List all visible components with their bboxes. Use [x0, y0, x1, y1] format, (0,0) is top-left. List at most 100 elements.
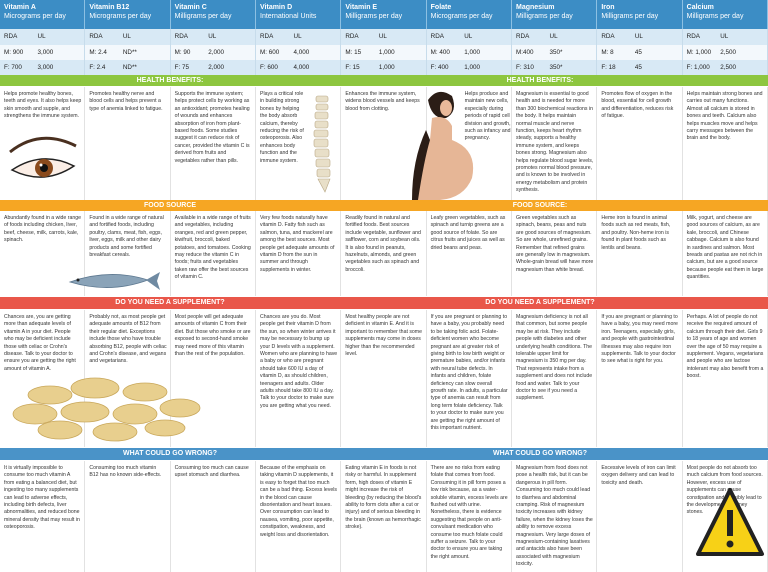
ul-value: 3,000: [37, 49, 54, 56]
column-title: Vitamin D: [260, 4, 293, 11]
rda-value: M: 600: [260, 49, 280, 56]
column-unit: Milligrams per day: [686, 13, 744, 20]
benefits-text: Supports the immune system; helps protec…: [174, 91, 250, 164]
cell: [85, 461, 171, 572]
section-title: HEALTH BENEFITS:: [136, 77, 204, 84]
food-text: Abundantly found in a wide range of food…: [4, 215, 82, 244]
value-row: RDA UL: [512, 29, 598, 45]
section-title: WHAT COULD GO WRONG?: [493, 450, 587, 457]
food-text: Available in a wide range of fruits and …: [174, 215, 251, 281]
ul-value: 2,500: [720, 64, 736, 71]
column-header: Iron Milligrams per day: [597, 0, 683, 29]
rda-value: F: 600: [260, 64, 278, 71]
section-title: FOOD SOURCE: [143, 202, 197, 209]
cell: [171, 310, 256, 447]
value-row: F: 18 45: [597, 60, 683, 75]
rda-value: F: 310: [516, 64, 534, 71]
ul-value: 350*: [549, 49, 563, 56]
ul-value: UL: [720, 33, 729, 40]
rda-value: RDA: [601, 33, 615, 40]
rda-value: F: 400: [430, 64, 449, 71]
benefits-text: Magnesium is essential to good health an…: [516, 91, 594, 194]
ul-value: 4,000: [293, 49, 310, 56]
cell: [171, 87, 256, 200]
supplement-text: If you are pregnant or planning to have …: [430, 314, 508, 432]
benefits-text: Helps produce and maintain new cells, es…: [464, 91, 511, 142]
column-header: Vitamin C Milligrams per day: [170, 0, 256, 29]
ul-value: 1,000: [464, 64, 480, 71]
cell: [427, 211, 512, 296]
supplement-text: Chances are you do. Most people get thei…: [260, 314, 338, 409]
rda-value: M: 900: [4, 49, 24, 56]
column-title: Vitamin A: [4, 4, 36, 11]
column-header: Vitamin E Milligrams per day: [341, 0, 427, 29]
value-row: M: 90 2,000: [170, 45, 256, 61]
value-row: F: 700 3,000: [0, 60, 86, 75]
rda-value: M: 90: [174, 49, 191, 56]
value-row: RDA UL: [682, 29, 768, 45]
rda-value: RDA: [430, 33, 444, 40]
ul-value: UL: [208, 33, 217, 40]
column-unit: Milligrams per day: [601, 13, 659, 20]
cell: [683, 461, 768, 572]
column-unit: International Units: [260, 13, 317, 20]
ul-value: UL: [634, 33, 643, 40]
rda-value: RDA: [260, 33, 274, 40]
cell: [256, 310, 342, 447]
cell: [256, 211, 342, 296]
wrong-text: It is virtually impossible to consume to…: [4, 465, 80, 531]
value-row: M:400 350*: [512, 45, 598, 61]
cell: [512, 310, 598, 447]
cell: [512, 461, 598, 572]
column-header: Magnesium Milligrams per day: [512, 0, 598, 29]
value-row: RDA UL: [256, 29, 342, 45]
wrong-text: Consuming too much vitamin B12 has no kn…: [89, 465, 162, 479]
benefits-text: Plays a critical role in building strong…: [260, 91, 304, 164]
column-unit: Milligrams per day: [345, 13, 403, 20]
value-row: RDA UL: [170, 29, 256, 45]
section-title: DO YOU NEED A SUPPLEMENT?: [115, 299, 225, 306]
cell: [597, 461, 683, 572]
food-text: Heme iron is found in animal foods such …: [601, 215, 671, 251]
ul-value: UL: [464, 33, 473, 40]
cell: [85, 211, 171, 296]
ul-value: 45: [634, 49, 642, 56]
ul-value: 1,000: [378, 49, 395, 56]
rda-value: RDA: [686, 33, 700, 40]
rda-value: M: 15: [345, 49, 362, 56]
cell: [0, 87, 86, 200]
value-row: RDA UL: [0, 29, 86, 45]
wrong-text: Eating vitamin E in foods is not risky o…: [345, 465, 422, 531]
column-header: Vitamin A Micrograms per day: [0, 0, 86, 29]
column-header: Vitamin D International Units: [256, 0, 342, 29]
ul-value: 350*: [549, 64, 563, 71]
section-bar: HEALTH BENEFITS: HEALTH BENEFITS:: [0, 75, 768, 86]
column-header: Vitamin B12 Micrograms per day: [85, 0, 171, 29]
column-unit: Micrograms per day: [4, 13, 66, 20]
cell: [427, 310, 512, 447]
cell: [427, 461, 512, 572]
ul-value: 3,000: [37, 64, 54, 71]
food-text: Very few foods naturally have vitamin D.…: [260, 215, 335, 273]
rda-value: M: 1,000: [686, 49, 712, 56]
value-row: RDA UL: [85, 29, 171, 45]
supplement-text: Probably not, as most people get adequat…: [89, 314, 167, 365]
rda-value: F: 75: [174, 64, 190, 71]
value-row: RDA UL: [597, 29, 683, 45]
section-title: WHAT COULD GO WRONG?: [123, 450, 217, 457]
column-unit: Micrograms per day: [89, 13, 152, 20]
column-title: Vitamin C: [174, 4, 207, 11]
wrong-text: Most people do not absorb too much calci…: [686, 465, 763, 516]
column-header: Calcium Milligrams per day: [682, 0, 768, 29]
cell: [341, 461, 427, 572]
benefits-text: Helps promote healthy bones, teeth and e…: [4, 91, 82, 120]
value-row: F: 2.4 ND**: [85, 60, 171, 75]
value-row: M: 2.4 ND**: [85, 45, 171, 61]
section-title: FOOD SOURCE:: [512, 202, 568, 209]
column-title: Vitamin E: [345, 4, 378, 11]
ul-value: UL: [378, 33, 387, 40]
section-title: HEALTH BENEFITS:: [506, 77, 574, 84]
cell: [683, 310, 768, 447]
value-row: F: 400 1,000: [426, 60, 512, 75]
ul-value: 2,000: [208, 49, 224, 56]
